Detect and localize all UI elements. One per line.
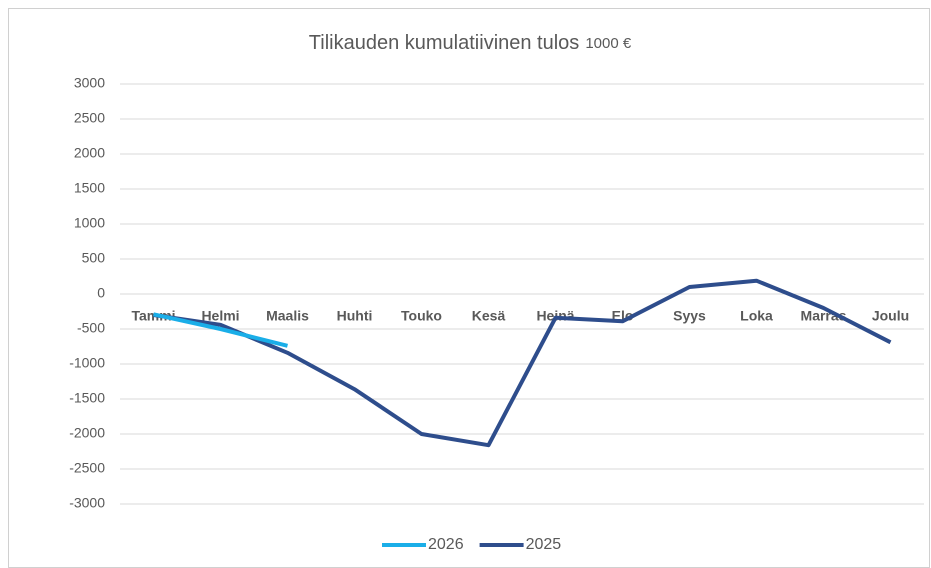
y-tick-label: 1000 (74, 215, 105, 231)
chart-title-group: Tilikauden kumulatiivinen tulos 1000 € (309, 32, 632, 54)
y-tick-label: 1500 (74, 180, 105, 196)
chart-subtitle: 1000 € (585, 35, 632, 52)
x-tick-label: Syys (673, 308, 706, 324)
x-tick-label: Joulu (872, 308, 909, 324)
y-tick-label: 2500 (74, 110, 105, 126)
series-line (153, 278, 892, 448)
y-tick-label: -1000 (69, 355, 105, 371)
chart-frame (8, 8, 930, 568)
y-tick-label: -1500 (69, 390, 105, 406)
y-tick-label: -3000 (69, 495, 105, 511)
chart-title: Tilikauden kumulatiivinen tulos (309, 32, 580, 54)
x-tick-label: Kesä (472, 308, 506, 324)
x-tick-label: Huhti (337, 308, 373, 324)
y-tick-label: 500 (82, 250, 106, 266)
y-tick-label: 3000 (74, 75, 105, 91)
x-tick-label: Loka (740, 308, 773, 324)
y-tick-label: -500 (77, 320, 105, 336)
legend-label: 2026 (428, 536, 464, 553)
x-tick-label: Touko (401, 308, 442, 324)
x-tick-label: Maalis (266, 308, 309, 324)
series-line (153, 312, 288, 348)
x-tick-label: Marras (801, 308, 847, 324)
y-tick-label: 0 (97, 285, 105, 301)
legend-label: 2025 (526, 536, 562, 553)
y-tick-label: -2500 (69, 460, 105, 476)
x-tick-label: Helmi (201, 308, 239, 324)
y-tick-label: -2000 (69, 425, 105, 441)
y-tick-label: 2000 (74, 145, 105, 161)
